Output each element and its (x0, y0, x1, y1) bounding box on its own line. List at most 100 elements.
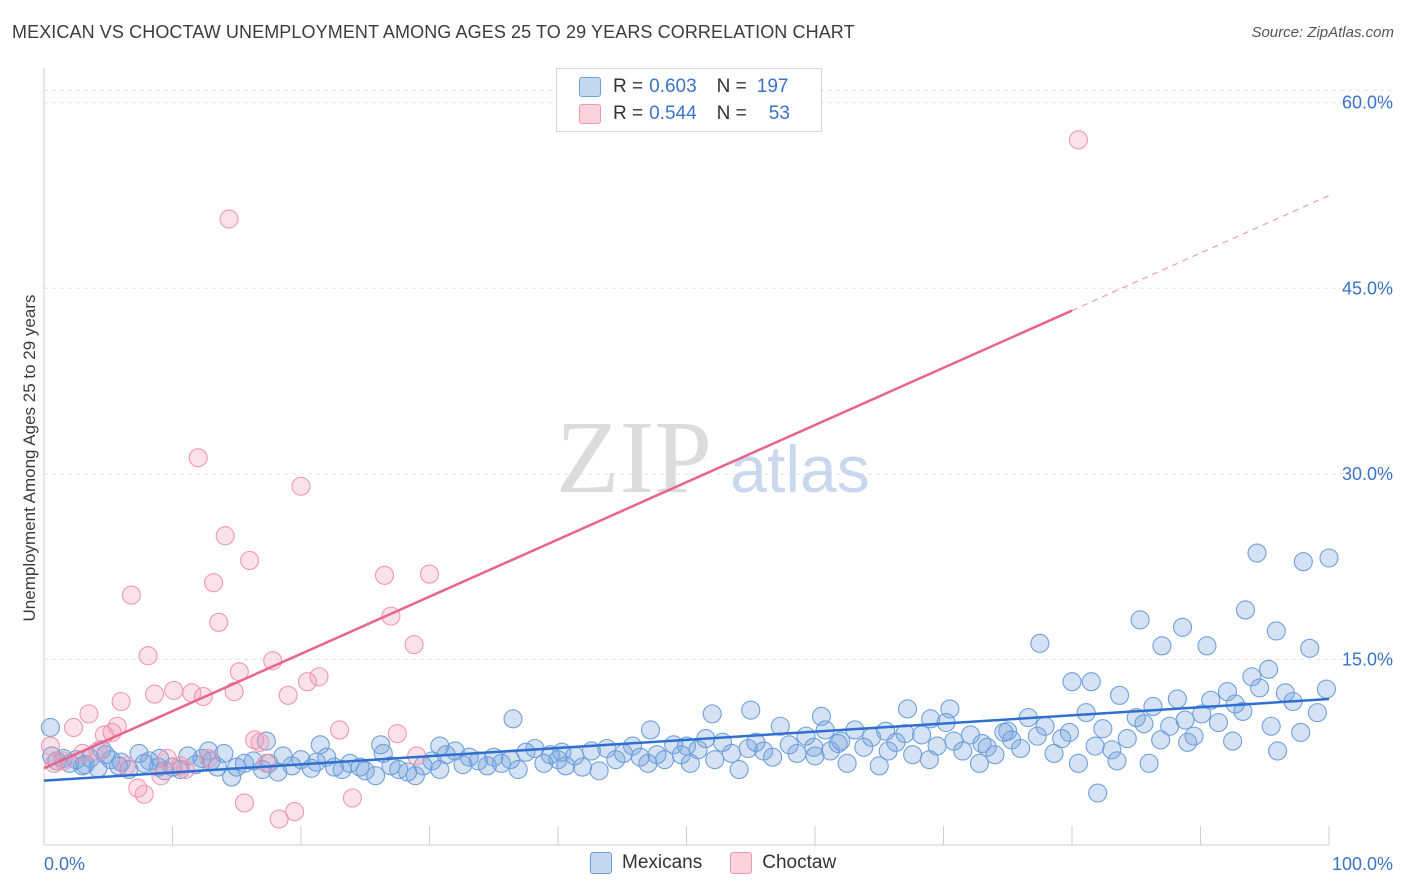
legend-r-value: 0.603 (649, 76, 697, 97)
point-mexicans (371, 735, 391, 755)
point-mexicans (972, 734, 992, 754)
watermark: ZIP atlas (556, 400, 870, 515)
legend-swatch-choctaw (579, 104, 601, 124)
trendline-choctaw (43, 309, 1073, 770)
point-mexicans (1167, 689, 1187, 709)
point-mexicans (1027, 726, 1047, 746)
point-choctaw (404, 635, 424, 655)
point-mexicans (1201, 690, 1221, 710)
point-mexicans (1109, 685, 1130, 705)
point-mexicans (310, 735, 330, 755)
point-mexicans (1093, 719, 1113, 739)
point-choctaw (291, 476, 311, 496)
watermark-atlas: atlas (730, 432, 869, 506)
point-mexicans (1059, 722, 1079, 742)
point-mexicans (763, 747, 783, 767)
point-mexicans (1235, 600, 1256, 620)
point-mexicans (927, 736, 947, 756)
point-choctaw (144, 684, 165, 704)
point-mexicans (1268, 741, 1288, 761)
legend-n-value: 197 (756, 76, 789, 97)
axes (43, 68, 1330, 846)
point-mexicans (969, 753, 990, 773)
point-choctaw (1068, 130, 1088, 150)
point-choctaw (121, 585, 141, 605)
point-mexicans (1081, 672, 1101, 692)
point-mexicans (854, 737, 874, 757)
point-mexicans (1062, 672, 1082, 692)
point-choctaw (40, 736, 60, 756)
point-mexicans (129, 743, 149, 764)
point-choctaw (209, 612, 229, 632)
point-mexicans (1233, 701, 1253, 721)
legend-row-choctaw: R = 0.544 N = 53 (579, 102, 790, 126)
point-choctaw (240, 550, 260, 571)
point-mexicans (1102, 740, 1122, 760)
legend-row-mexicans: R = 0.603 N = 197 (579, 75, 788, 99)
point-mexicans (1152, 636, 1172, 656)
point-choctaw (64, 717, 84, 738)
correlation-legend: R = 0.603 N = 197 R = 0.544 N = 53 (556, 68, 822, 132)
legend-label-choctaw: Choctaw (762, 852, 837, 873)
point-mexicans (1085, 736, 1105, 756)
point-mexicans (1208, 712, 1229, 733)
point-mexicans (1134, 714, 1154, 734)
point-mexicans (831, 731, 851, 751)
point-mexicans (1117, 729, 1137, 749)
trendline-choctaw-extension (1071, 194, 1330, 312)
point-choctaw (79, 704, 99, 724)
point-mexicans (1030, 633, 1050, 653)
point-mexicans (1197, 636, 1217, 656)
point-mexicans (912, 725, 932, 745)
watermark-zip: ZIP (556, 400, 712, 515)
point-choctaw (134, 784, 154, 804)
point-mexicans (1172, 617, 1193, 637)
point-mexicans (350, 757, 370, 777)
point-choctaw (329, 720, 350, 740)
x-tick-label: 100.0% (1332, 854, 1393, 874)
y-tick-label: 60.0% (1342, 93, 1393, 113)
point-mexicans (1192, 704, 1212, 724)
point-mexicans (430, 736, 450, 756)
point-choctaw (204, 573, 224, 593)
point-mexicans (953, 741, 973, 761)
legend-swatch-choctaw (730, 852, 753, 874)
point-mexicans (1126, 708, 1146, 728)
point-choctaw (111, 691, 131, 712)
point-choctaw (419, 564, 440, 584)
point-mexicans (897, 699, 918, 719)
source-label: Source: ZipAtlas.com (1251, 24, 1394, 41)
point-mexicans (589, 761, 609, 781)
point-choctaw (175, 759, 195, 780)
tick-labels: 15.0% 30.0% 45.0% 60.0% 0.0% 100.0% (44, 93, 1393, 874)
point-mexicans (1052, 729, 1072, 749)
point-choctaw (219, 209, 239, 229)
point-mexicans (340, 753, 360, 773)
point-mexicans (508, 759, 528, 780)
point-mexicans (729, 759, 749, 780)
point-mexicans (903, 745, 923, 765)
legend-n-label: N = (716, 103, 747, 124)
point-mexicans (198, 741, 219, 761)
point-mexicans (1259, 659, 1279, 679)
point-choctaw (215, 526, 235, 546)
point-mexicans (40, 717, 60, 738)
point-choctaw (198, 748, 219, 768)
point-mexicans (1242, 667, 1262, 687)
point-mexicans (837, 753, 857, 773)
point-mexicans (572, 757, 592, 777)
point-mexicans (405, 766, 425, 786)
point-mexicans (721, 743, 742, 764)
legend-item-choctaw[interactable]: Choctaw (730, 852, 836, 874)
legend-item-mexicans[interactable]: Mexicans (590, 852, 702, 874)
legend-n-label: N = (716, 76, 747, 97)
point-mexicans (702, 704, 722, 724)
y-tick-label: 15.0% (1342, 649, 1393, 669)
point-mexicans (1261, 716, 1281, 736)
point-mexicans (622, 736, 643, 756)
point-choctaw (234, 793, 255, 813)
x-tick-label: 0.0% (44, 854, 85, 874)
point-choctaw (297, 672, 317, 692)
point-choctaw (285, 802, 305, 822)
